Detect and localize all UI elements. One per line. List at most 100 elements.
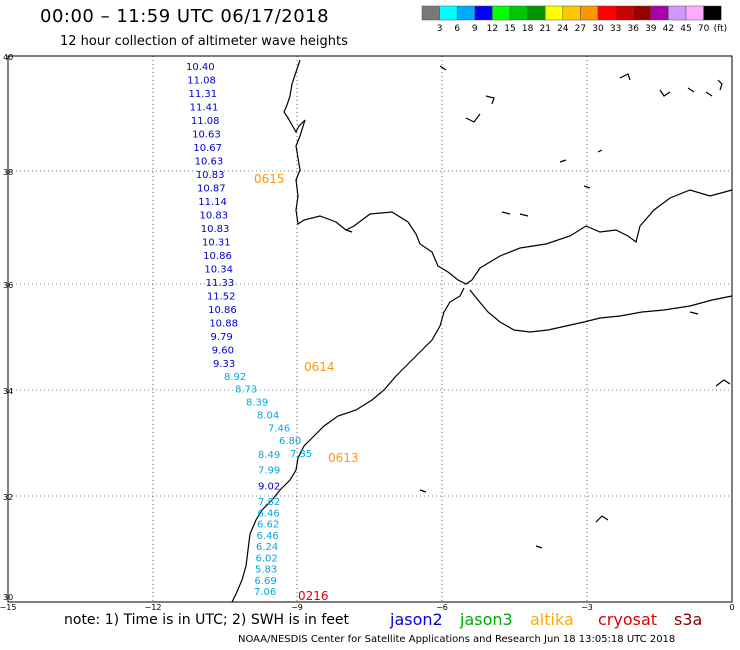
wave-height-label: 6.02 [256, 553, 278, 564]
colorbar-label: 24 [557, 24, 569, 34]
latitude-label: 34 [3, 387, 13, 396]
colorbar-swatch [580, 5, 599, 21]
wave-height-label: 11.41 [190, 103, 219, 114]
axis-tick-labels: 40 38 36 34 32 30−15 −12 −9 −6 −3 0 [0, 53, 735, 612]
latitude-label: 38 [3, 168, 13, 177]
colorbar-label: 27 [575, 24, 586, 34]
wave-height-label: 10.83 [201, 224, 230, 235]
colorbar-swatch [527, 5, 546, 21]
wave-height-label: 6.62 [257, 520, 279, 531]
wave-height-label: 10.87 [197, 184, 226, 195]
colorbar-unit: (ft) [714, 24, 728, 34]
wave-height-label: 10.83 [196, 170, 225, 181]
wave-height-label: 9.33 [213, 359, 235, 370]
colorbar-label: 39 [645, 24, 657, 34]
latitude-label: 40 [3, 53, 13, 62]
longitude-label: −12 [145, 603, 162, 612]
satellite-legend-item: cryosat [598, 610, 658, 629]
colorbar-label: 6 [454, 24, 460, 34]
colorbar-swatch [632, 5, 652, 21]
satellite-legend-item: jason2 [390, 610, 443, 629]
colorbar-swatch [456, 5, 476, 21]
map-frame [7, 55, 733, 603]
wave-height-label: 9.02 [258, 481, 280, 492]
pass-time-label: 0216 [298, 589, 329, 603]
colorbar-label: 70 [698, 24, 710, 34]
wave-height-label: 11.33 [206, 278, 235, 289]
wave-height-label: 10.88 [209, 319, 238, 330]
wave-height-label: 6.24 [256, 542, 278, 553]
colorbar-swatch [597, 5, 616, 21]
color-legend: 3 6 9 12 15 18 21 24 27 30 33 36 39 42 45 70 (ft) [421, 5, 728, 34]
satellite-legend-item: jason3 [460, 610, 513, 629]
wave-height-label: 7.82 [258, 497, 280, 508]
wave-height-label: 8.49 [258, 450, 280, 461]
wave-height-label: 11.52 [207, 292, 236, 303]
longitude-label: −6 [436, 603, 448, 612]
satellite-legend-item: s3a [674, 610, 703, 629]
colorbar-swatch [439, 5, 458, 21]
latitude-label: 36 [3, 281, 13, 290]
wave-height-label: 7.99 [258, 466, 280, 477]
colorbar-label: 12 [487, 24, 498, 34]
wave-height-label: 10.31 [202, 238, 231, 249]
wave-height-label: 9.60 [212, 346, 234, 357]
wave-height-label: 5.83 [255, 565, 277, 576]
colorbar-swatch [544, 5, 564, 21]
wave-height-label: 11.08 [191, 116, 220, 127]
colorbar-label: 36 [627, 24, 639, 34]
pass-time-label: 0613 [328, 451, 359, 465]
wave-height-label: 10.63 [192, 130, 221, 141]
wave-height-label: 10.67 [193, 143, 222, 154]
satellite-legend-item: altika [530, 610, 574, 629]
longitude-label: −3 [581, 603, 593, 612]
colorbar-swatch [421, 5, 440, 21]
wave-height-label: 8.92 [224, 372, 246, 383]
altimeter-track: 10.40 11.08 11.31 11.41 11.08 10.63 10.67 10.63… [186, 62, 312, 598]
footer-credit: NOAA/NESDIS Center for Satellite Applica… [238, 634, 676, 645]
colorbar-label: 45 [680, 24, 691, 34]
wave-height-label: 7.46 [268, 423, 290, 434]
colorbar-swatch [685, 5, 704, 21]
colorbar-label: 42 [663, 24, 674, 34]
wave-height-label: 10.63 [195, 157, 224, 168]
wave-height-label: 6.69 [255, 576, 277, 587]
pass-time-label: 0615 [254, 172, 285, 186]
coastline [231, 59, 733, 603]
wave-height-label: 10.83 [200, 211, 229, 222]
page-title: 00:00 – 11:59 UTC 06/17/2018 [40, 6, 330, 27]
wave-height-label: 11.08 [187, 76, 216, 87]
wave-height-label: 8.73 [235, 385, 257, 396]
colorbar-swatch [492, 5, 511, 21]
pass-time-label: 0614 [304, 360, 335, 374]
longitude-label: −15 [0, 603, 16, 612]
colorbar-label: 21 [539, 24, 550, 34]
colorbar-label: 9 [472, 24, 478, 34]
latitude-label: 32 [3, 493, 13, 502]
colorbar-label: 30 [592, 24, 604, 34]
footer-note: note: 1) Time is in UTC; 2) SWH is in fe… [64, 612, 350, 628]
wave-height-label: 10.86 [208, 305, 237, 316]
latitude-label: 30 [3, 593, 13, 602]
lat-lon-grid [8, 56, 732, 602]
wave-height-label: 10.34 [204, 265, 233, 276]
wave-height-label: 7.35 [290, 449, 312, 460]
wave-height-label: 11.14 [198, 197, 227, 208]
colorbar-label: 33 [610, 24, 621, 34]
colorbar-swatch [615, 5, 634, 21]
page-subtitle: 12 hour collection of altimeter wave hei… [60, 34, 348, 49]
wave-height-label: 9.79 [211, 332, 233, 343]
colorbar-swatch [509, 5, 528, 21]
colorbar-swatch [474, 5, 493, 21]
colorbar-label: 18 [522, 24, 534, 34]
wave-height-label: 7.06 [254, 587, 276, 598]
wave-height-label: 8.04 [257, 410, 279, 421]
wave-height-label: 11.31 [188, 89, 217, 100]
colorbar-swatch [703, 5, 722, 21]
longitude-label: 0 [729, 603, 734, 612]
wave-height-label: 6.46 [258, 508, 280, 519]
colorbar-label: 15 [504, 24, 515, 34]
wave-height-label: 10.40 [186, 62, 215, 73]
wave-height-label: 8.39 [246, 398, 268, 409]
